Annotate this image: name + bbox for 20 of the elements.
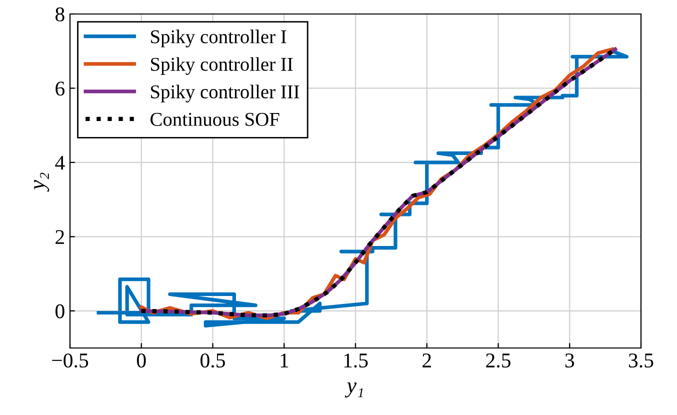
y-tick-label: 6 xyxy=(56,82,65,96)
x-tick-label: 0.5 xyxy=(200,353,225,368)
y-tick-label: 2 xyxy=(56,230,64,244)
x-tick-label: 2 xyxy=(422,354,431,368)
legend-label: Continuous SOF xyxy=(150,112,280,126)
x-tick-label: 2.5 xyxy=(486,354,510,368)
x-tick-label: 3 xyxy=(565,354,574,368)
x-axis-title: y₁ xyxy=(344,382,363,398)
legend-label: Spiky controller III xyxy=(151,84,300,102)
x-tick-label: 0 xyxy=(136,353,146,368)
x-tick-label: 1 xyxy=(280,354,288,368)
x-tick-label: −0.5 xyxy=(52,353,88,368)
legend-label: Spiky controller II xyxy=(151,57,293,75)
y-tick-label: 4 xyxy=(55,156,65,170)
x-tick-label: 3.5 xyxy=(628,354,654,368)
y-axis-title: y₂ xyxy=(34,172,50,192)
legend-label: Spiky controller I xyxy=(151,30,286,48)
y-tick-label: 8 xyxy=(56,7,64,22)
x-tick-label: 1.5 xyxy=(344,354,368,368)
y-tick-label: 0 xyxy=(56,304,64,318)
